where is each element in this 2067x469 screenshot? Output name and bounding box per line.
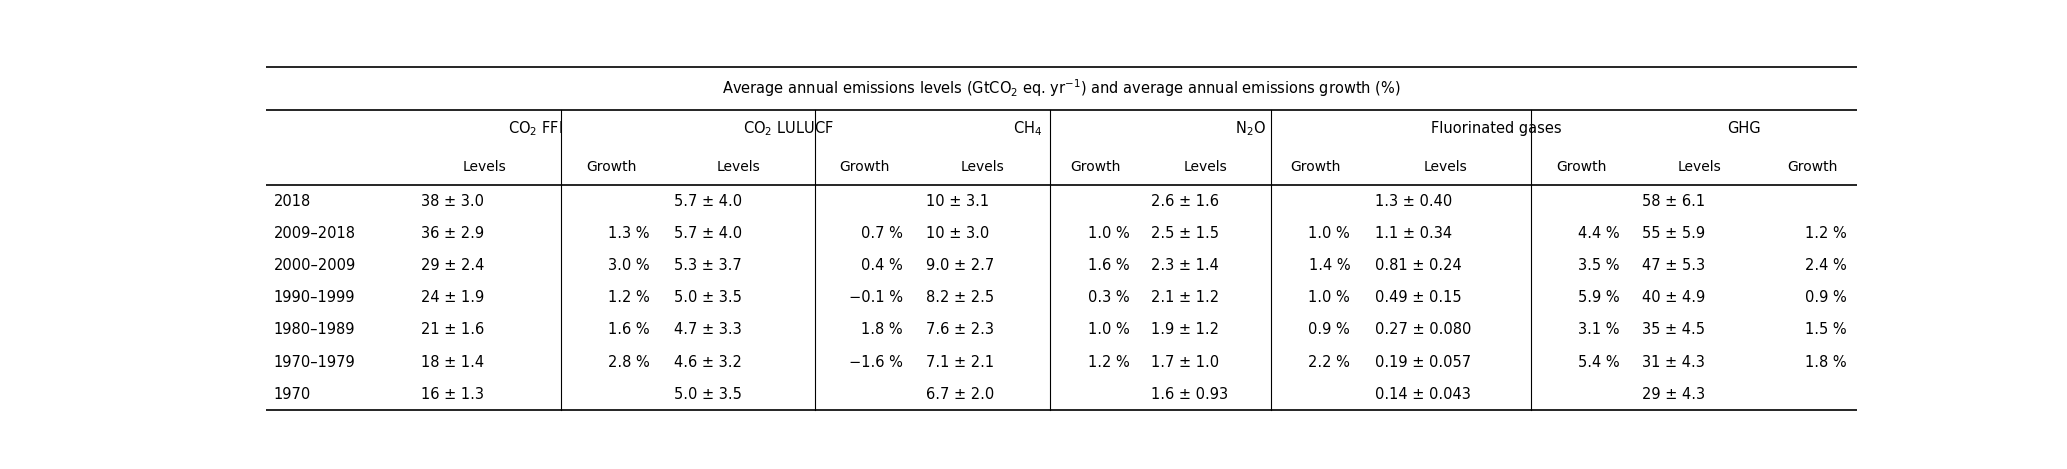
- Text: 1.6 %: 1.6 %: [608, 322, 649, 337]
- Text: 5.9 %: 5.9 %: [1577, 290, 1621, 305]
- Text: Levels: Levels: [1676, 159, 1722, 174]
- Text: 1.5 %: 1.5 %: [1804, 322, 1846, 337]
- Text: 1.7 ± 1.0: 1.7 ± 1.0: [1151, 355, 1220, 370]
- Text: 2000–2009: 2000–2009: [273, 258, 356, 273]
- Text: Levels: Levels: [463, 159, 506, 174]
- Text: 1.0 %: 1.0 %: [1087, 322, 1131, 337]
- Text: Levels: Levels: [1184, 159, 1228, 174]
- Text: Growth: Growth: [1290, 159, 1341, 174]
- Text: GHG: GHG: [1728, 121, 1761, 136]
- Text: 1.2 %: 1.2 %: [1087, 355, 1131, 370]
- Text: 1.1 ± 0.34: 1.1 ± 0.34: [1375, 226, 1451, 241]
- Text: 2.5 ± 1.5: 2.5 ± 1.5: [1151, 226, 1220, 241]
- Text: 1.2 %: 1.2 %: [608, 290, 649, 305]
- Text: 31 ± 4.3: 31 ± 4.3: [1643, 355, 1705, 370]
- Text: 1.6 ± 0.93: 1.6 ± 0.93: [1151, 386, 1228, 401]
- Text: 1.0 %: 1.0 %: [1308, 226, 1350, 241]
- Text: 55 ± 5.9: 55 ± 5.9: [1643, 226, 1705, 241]
- Text: 1.6 %: 1.6 %: [1087, 258, 1131, 273]
- Text: 3.0 %: 3.0 %: [608, 258, 649, 273]
- Text: 2.4 %: 2.4 %: [1804, 258, 1846, 273]
- Text: 8.2 ± 2.5: 8.2 ± 2.5: [926, 290, 994, 305]
- Text: 21 ± 1.6: 21 ± 1.6: [422, 322, 484, 337]
- Text: 38 ± 3.0: 38 ± 3.0: [422, 194, 484, 209]
- Text: 0.27 ± 0.080: 0.27 ± 0.080: [1375, 322, 1472, 337]
- Text: Growth: Growth: [839, 159, 891, 174]
- Text: 18 ± 1.4: 18 ± 1.4: [422, 355, 484, 370]
- Text: 0.3 %: 0.3 %: [1087, 290, 1131, 305]
- Text: 36 ± 2.9: 36 ± 2.9: [422, 226, 484, 241]
- Text: Average annual emissions levels (GtCO$_2$ eq. yr$^{-1}$) and average annual emis: Average annual emissions levels (GtCO$_2…: [721, 78, 1401, 99]
- Text: 2.6 ± 1.6: 2.6 ± 1.6: [1151, 194, 1220, 209]
- Text: 2.8 %: 2.8 %: [608, 355, 649, 370]
- Text: 1.4 %: 1.4 %: [1308, 258, 1350, 273]
- Text: 0.19 ± 0.057: 0.19 ± 0.057: [1375, 355, 1472, 370]
- Text: 5.0 ± 3.5: 5.0 ± 3.5: [674, 386, 742, 401]
- Text: Growth: Growth: [1071, 159, 1120, 174]
- Text: 0.9 %: 0.9 %: [1804, 290, 1846, 305]
- Text: 1970: 1970: [273, 386, 310, 401]
- Text: 24 ± 1.9: 24 ± 1.9: [422, 290, 484, 305]
- Text: CO$_2$ LULUCF: CO$_2$ LULUCF: [744, 120, 833, 138]
- Text: 1.2 %: 1.2 %: [1804, 226, 1846, 241]
- Text: CH$_4$: CH$_4$: [1013, 120, 1042, 138]
- Text: 5.4 %: 5.4 %: [1577, 355, 1621, 370]
- Text: 16 ± 1.3: 16 ± 1.3: [422, 386, 484, 401]
- Text: 1.8 %: 1.8 %: [1804, 355, 1846, 370]
- Text: 29 ± 4.3: 29 ± 4.3: [1643, 386, 1705, 401]
- Text: 4.7 ± 3.3: 4.7 ± 3.3: [674, 322, 742, 337]
- Text: 4.6 ± 3.2: 4.6 ± 3.2: [674, 355, 742, 370]
- Text: 1.0 %: 1.0 %: [1308, 290, 1350, 305]
- Text: 58 ± 6.1: 58 ± 6.1: [1643, 194, 1705, 209]
- Text: 29 ± 2.4: 29 ± 2.4: [422, 258, 484, 273]
- Text: 1.3 %: 1.3 %: [608, 226, 649, 241]
- Text: 7.6 ± 2.3: 7.6 ± 2.3: [926, 322, 994, 337]
- Text: −0.1 %: −0.1 %: [850, 290, 903, 305]
- Text: 1.8 %: 1.8 %: [862, 322, 903, 337]
- Text: 5.7 ± 4.0: 5.7 ± 4.0: [674, 226, 742, 241]
- Text: 5.0 ± 3.5: 5.0 ± 3.5: [674, 290, 742, 305]
- Text: Levels: Levels: [717, 159, 761, 174]
- Text: 1.0 %: 1.0 %: [1087, 226, 1131, 241]
- Text: 3.5 %: 3.5 %: [1577, 258, 1621, 273]
- Text: 5.7 ± 4.0: 5.7 ± 4.0: [674, 194, 742, 209]
- Text: 9.0 ± 2.7: 9.0 ± 2.7: [926, 258, 994, 273]
- Text: Levels: Levels: [1424, 159, 1468, 174]
- Text: 0.7 %: 0.7 %: [862, 226, 903, 241]
- Text: 0.4 %: 0.4 %: [862, 258, 903, 273]
- Text: 2.1 ± 1.2: 2.1 ± 1.2: [1151, 290, 1220, 305]
- Text: Growth: Growth: [1556, 159, 1606, 174]
- Text: 35 ± 4.5: 35 ± 4.5: [1643, 322, 1705, 337]
- Text: 6.7 ± 2.0: 6.7 ± 2.0: [926, 386, 994, 401]
- Text: 1.9 ± 1.2: 1.9 ± 1.2: [1151, 322, 1220, 337]
- Text: −1.6 %: −1.6 %: [850, 355, 903, 370]
- Text: 1970–1979: 1970–1979: [273, 355, 356, 370]
- Text: Growth: Growth: [1786, 159, 1838, 174]
- Text: Growth: Growth: [587, 159, 637, 174]
- Text: 0.9 %: 0.9 %: [1308, 322, 1350, 337]
- Text: 3.1 %: 3.1 %: [1577, 322, 1621, 337]
- Text: 4.4 %: 4.4 %: [1577, 226, 1621, 241]
- Text: Levels: Levels: [961, 159, 1005, 174]
- Text: CO$_2$ FFI: CO$_2$ FFI: [508, 120, 562, 138]
- Text: 10 ± 3.1: 10 ± 3.1: [926, 194, 990, 209]
- Text: 1990–1999: 1990–1999: [273, 290, 356, 305]
- Text: 2009–2018: 2009–2018: [273, 226, 356, 241]
- Text: 10 ± 3.0: 10 ± 3.0: [926, 226, 990, 241]
- Text: 7.1 ± 2.1: 7.1 ± 2.1: [926, 355, 994, 370]
- Text: Fluorinated gases: Fluorinated gases: [1430, 121, 1561, 136]
- Text: 1980–1989: 1980–1989: [273, 322, 356, 337]
- Text: N$_2$O: N$_2$O: [1236, 120, 1267, 138]
- Text: 2018: 2018: [273, 194, 310, 209]
- Text: 2.2 %: 2.2 %: [1308, 355, 1350, 370]
- Text: 47 ± 5.3: 47 ± 5.3: [1643, 258, 1705, 273]
- Text: 0.81 ± 0.24: 0.81 ± 0.24: [1375, 258, 1461, 273]
- Text: 0.14 ± 0.043: 0.14 ± 0.043: [1375, 386, 1470, 401]
- Text: 40 ± 4.9: 40 ± 4.9: [1643, 290, 1705, 305]
- Text: 0.49 ± 0.15: 0.49 ± 0.15: [1375, 290, 1461, 305]
- Text: 2.3 ± 1.4: 2.3 ± 1.4: [1151, 258, 1220, 273]
- Text: 5.3 ± 3.7: 5.3 ± 3.7: [674, 258, 742, 273]
- Text: 1.3 ± 0.40: 1.3 ± 0.40: [1375, 194, 1451, 209]
